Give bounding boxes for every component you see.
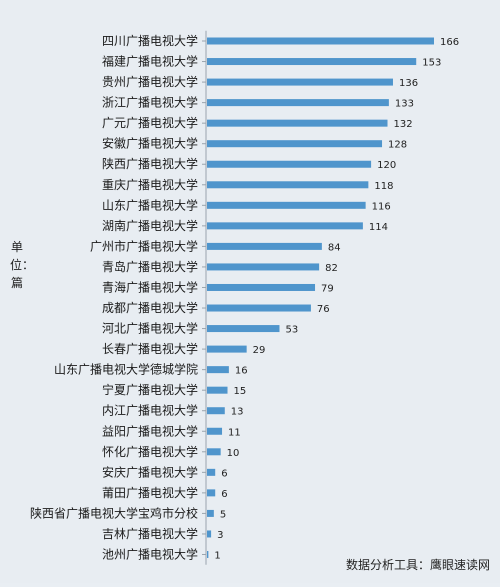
value-label: 15 <box>234 386 247 397</box>
bar <box>207 345 247 353</box>
bar <box>207 366 229 374</box>
category-label: 吉林广播电视大学 <box>102 526 198 541</box>
y-axis-label: 单位：篇 <box>10 240 35 290</box>
value-label: 118 <box>374 181 393 192</box>
category-label: 重庆广播电视大学 <box>102 177 198 192</box>
bar <box>207 448 221 456</box>
value-label: 166 <box>440 37 459 48</box>
category-label: 青岛广播电视大学 <box>102 259 198 274</box>
value-label: 153 <box>422 58 441 69</box>
bar <box>207 551 209 558</box>
value-label: 76 <box>317 304 330 315</box>
value-label: 114 <box>369 222 388 233</box>
category-label: 内江广播电视大学 <box>102 403 198 418</box>
category-label: 山东广播电视大学 <box>102 197 198 212</box>
bar <box>207 181 369 189</box>
bar <box>207 140 383 148</box>
bar <box>207 201 366 209</box>
value-label: 53 <box>285 325 298 336</box>
bar <box>207 386 228 394</box>
category-label: 长春广播电视大学 <box>102 341 198 356</box>
bar <box>207 263 320 271</box>
category-label: 福建广播电视大学 <box>102 54 198 69</box>
category-label: 四川广播电视大学 <box>102 33 198 48</box>
category-label: 益阳广播电视大学 <box>102 423 198 438</box>
bar <box>207 58 417 66</box>
value-label: 116 <box>372 201 391 212</box>
value-label: 6 <box>221 468 227 479</box>
value-label: 128 <box>388 140 407 151</box>
value-label: 120 <box>377 160 396 171</box>
bar <box>207 160 372 168</box>
category-label: 宁夏广播电视大学 <box>102 382 198 397</box>
value-label: 5 <box>220 509 226 520</box>
bar <box>207 509 214 517</box>
value-label: 79 <box>321 283 334 294</box>
category-label: 浙江广播电视大学 <box>102 95 198 110</box>
bar <box>207 427 223 435</box>
category-label: 广州市广播电视大学 <box>90 238 198 253</box>
bar <box>207 242 322 250</box>
value-label: 1 <box>214 551 220 562</box>
category-label: 成都广播电视大学 <box>102 300 198 315</box>
category-label: 湖南广播电视大学 <box>102 218 198 233</box>
category-label: 陕西广播电视大学 <box>102 156 198 171</box>
value-label: 29 <box>253 345 266 356</box>
category-label: 河北广播电视大学 <box>102 321 198 336</box>
value-label: 3 <box>217 530 223 541</box>
bar <box>207 325 280 333</box>
bar <box>207 222 363 230</box>
value-label: 10 <box>227 448 240 459</box>
value-label: 11 <box>228 427 241 438</box>
bar <box>207 119 388 127</box>
category-label: 莆田广播电视大学 <box>102 485 198 500</box>
category-label: 青海广播电视大学 <box>102 279 198 294</box>
bar <box>207 530 212 538</box>
value-label: 16 <box>235 366 248 377</box>
bar <box>207 283 316 291</box>
category-label: 怀化广播电视大学 <box>102 444 198 459</box>
bar <box>207 489 216 497</box>
bar <box>207 78 393 86</box>
category-label: 陕西省广播电视大学宝鸡市分校 <box>30 505 198 520</box>
value-label: 6 <box>221 489 227 500</box>
category-label: 安庆广播电视大学 <box>102 464 198 479</box>
value-label: 84 <box>328 242 341 253</box>
footer-text: 数据分析工具：鹰眼速读网 <box>345 558 490 572</box>
category-label: 广元广播电视大学 <box>102 115 198 130</box>
category-label: 山东广播电视大学德城学院 <box>54 362 198 377</box>
value-label: 13 <box>231 407 244 418</box>
bar <box>207 407 225 415</box>
value-label: 82 <box>325 263 338 274</box>
value-label: 132 <box>394 119 413 130</box>
bar <box>207 37 434 45</box>
category-label: 贵州广播电视大学 <box>102 74 198 89</box>
value-label: 133 <box>395 99 414 110</box>
category-label: 池州广播电视大学 <box>102 547 198 562</box>
bar <box>207 468 216 476</box>
value-label: 136 <box>399 78 418 89</box>
bar <box>207 99 389 107</box>
category-label: 安徽广播电视大学 <box>102 136 198 151</box>
bar <box>207 304 311 312</box>
